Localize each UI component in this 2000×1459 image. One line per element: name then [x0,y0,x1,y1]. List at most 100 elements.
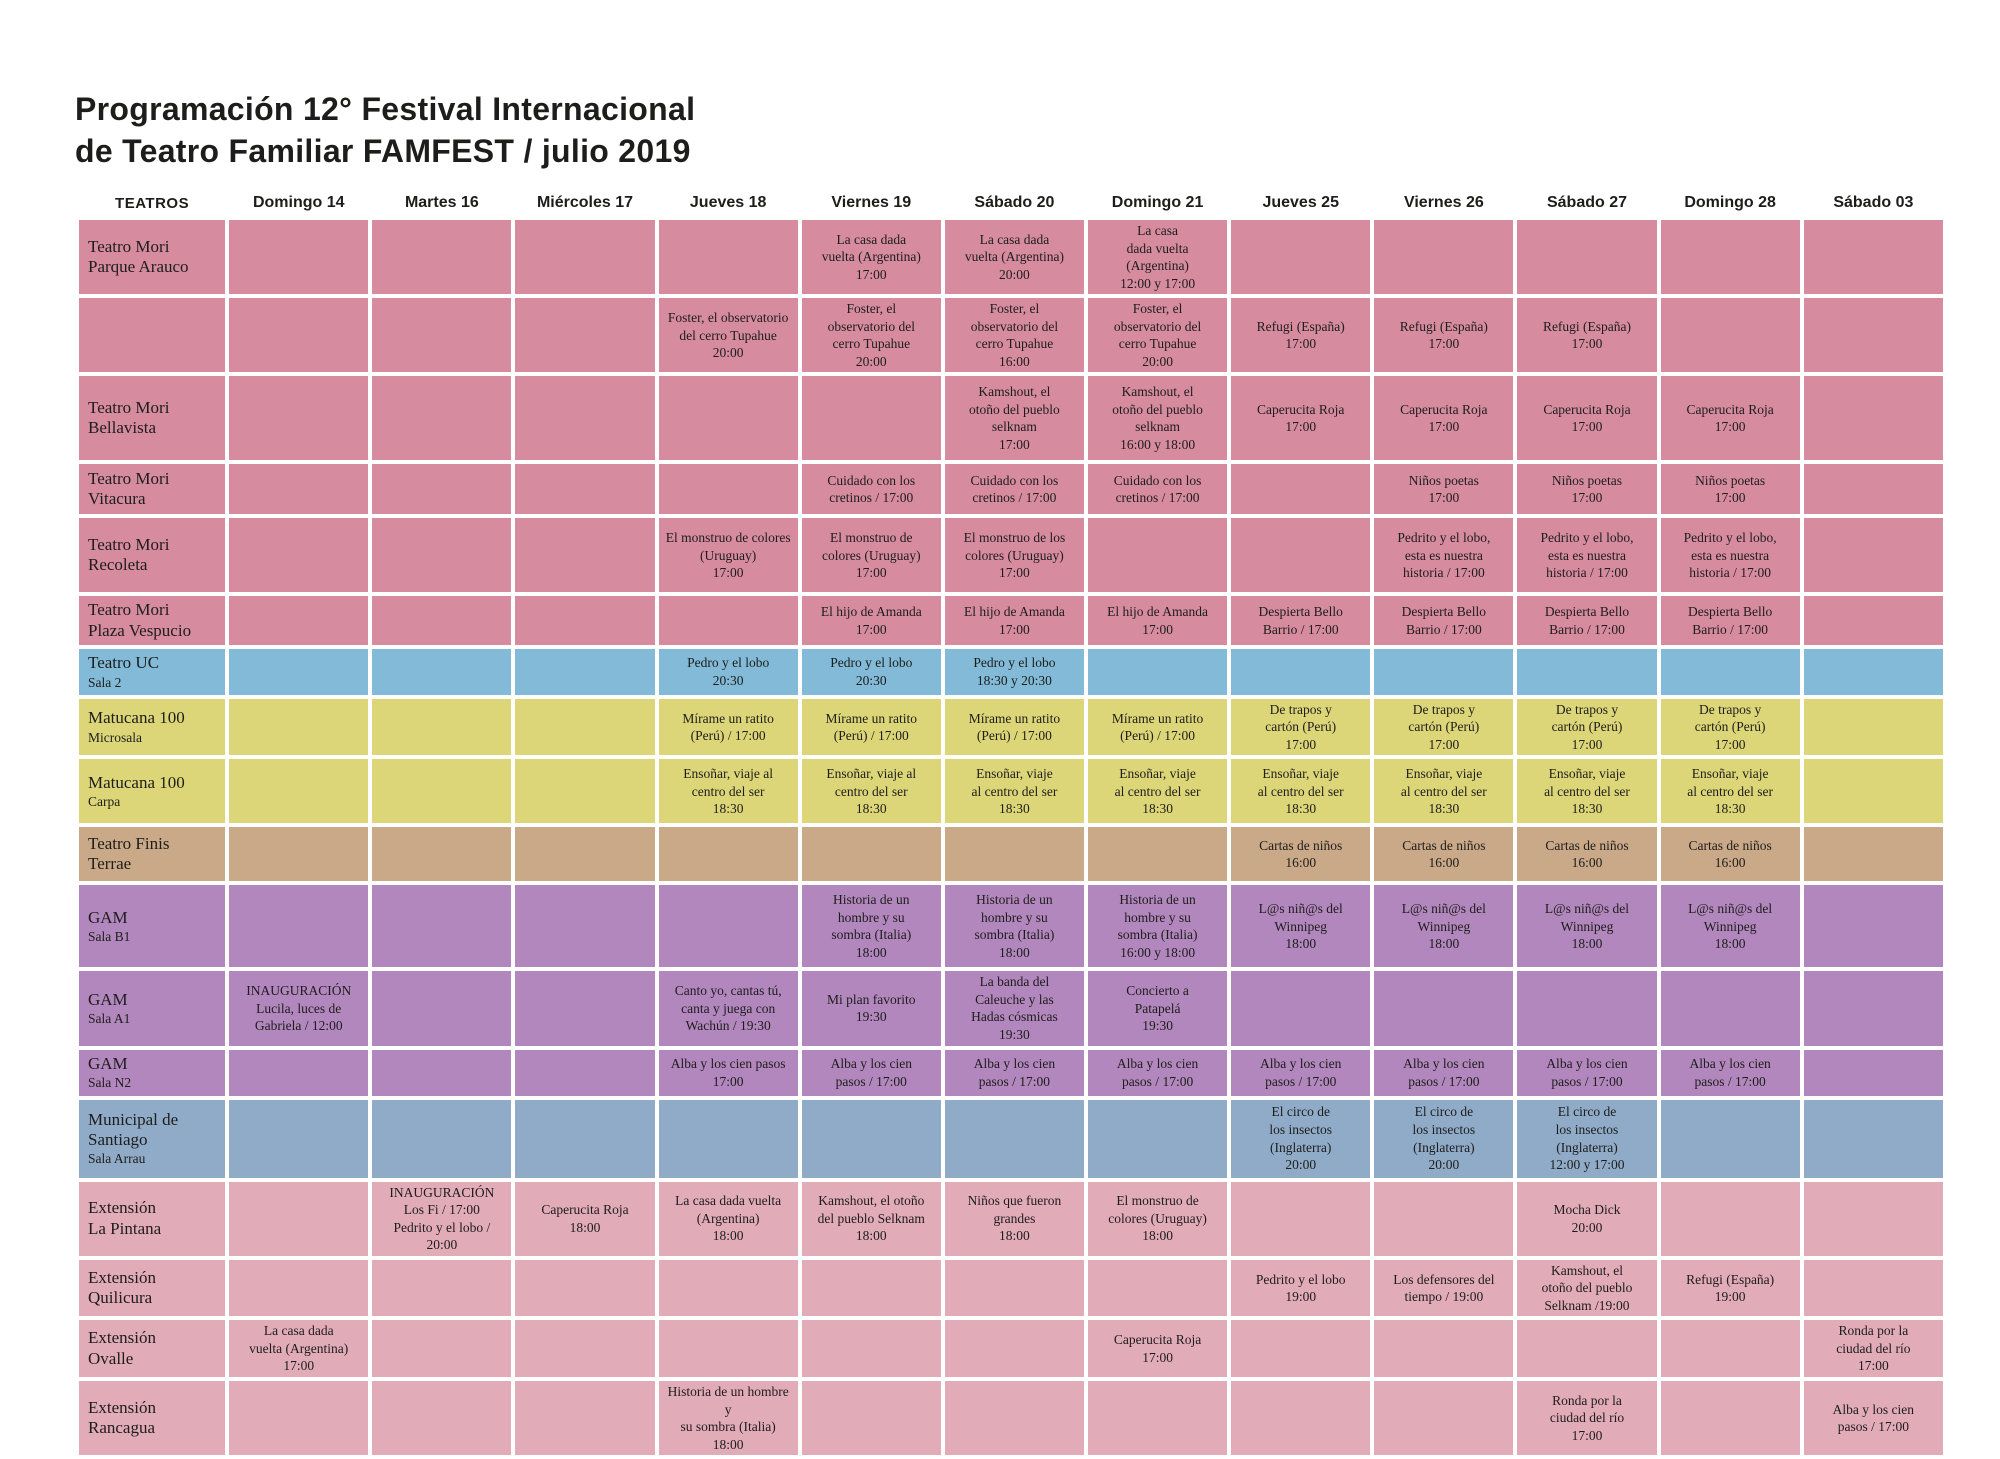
theater-sala: Sala Arrau [88,1151,146,1167]
theater-name: Municipal de Santiago [88,1109,179,1149]
schedule-cell-show: Caperucita Roja 17:00 [1088,1320,1228,1378]
schedule-cell-empty [372,220,512,295]
schedule-cell-empty [229,464,369,515]
schedule-cell-empty [1088,1099,1228,1178]
column-header-date: Jueves 25 [1262,194,1339,211]
schedule-cell-empty [1660,1320,1800,1378]
schedule-cell-empty [944,1320,1084,1378]
schedule-cell-empty [801,827,941,882]
schedule-cell-empty [1517,649,1657,695]
theater-name: GAM [88,989,128,1009]
schedule-cell-empty [229,596,369,646]
schedule-cell-show: Alba y los cien pasos / 17:00 [1517,1049,1657,1096]
theater-sala: Sala A1 [88,1011,131,1027]
schedule-cell-empty [1803,971,1943,1046]
schedule-body: Teatro Mori Parque Arauco La casa dada vu… [79,220,1943,1456]
schedule-cell-show: Canto yo, cantas tú, canta y juega con W… [658,971,798,1046]
schedule-cell-empty [658,1259,798,1317]
theater-row: Extensión Ovalle La casa dada vuelta (Arg… [79,1320,1943,1378]
schedule-cell-show: La casa dada vuelta (Argentina) 17:00 [801,220,941,295]
schedule-cell-empty [1088,1381,1228,1456]
schedule-cell-empty [1660,971,1800,1046]
schedule-cell-empty [372,518,512,593]
schedule-cell-empty [1231,1181,1371,1256]
schedule-cell-empty [229,827,369,882]
schedule-cell-show: La casa dada vuelta (Argentina) 17:00 [229,1320,369,1378]
theater-row: GAM Sala N2 Alba y los cien pasos 17:00 Alb… [79,1049,1943,1096]
schedule-cell-empty [1088,1259,1228,1317]
schedule-cell-show: Pedrito y el lobo 19:00 [1231,1259,1371,1317]
schedule-cell-show: El hijo de Amanda 17:00 [1088,596,1228,646]
theater-row: Foster, el observatorio del cerro Tupahu… [79,298,1943,373]
schedule-cell-empty [1803,220,1943,295]
schedule-cell-show: L@s niñ@s del Winnipeg 18:00 [1374,885,1514,968]
schedule-cell-show: La casa dada vuelta (Argentina) 12:00 y … [1088,220,1228,295]
schedule-cell-empty [944,1099,1084,1178]
schedule-cell-empty [515,1381,655,1456]
schedule-cell-empty [1803,1259,1943,1317]
schedule-cell-show: Refugi (España) 17:00 [1231,298,1371,373]
schedule-cell-show: Concierto a Patapelá 19:30 [1088,971,1228,1046]
schedule-cell-empty [658,1320,798,1378]
schedule-cell-show: Kamshout, el otoño del pueblo Selknam 18… [801,1181,941,1256]
schedule-cell-show: Caperucita Roja 18:00 [515,1181,655,1256]
schedule-cell-empty [372,885,512,968]
schedule-cell-show: INAUGURACIÓN Lucila, luces de Gabriela /… [229,971,369,1046]
theater-name: Extensión Quilicura [88,1267,156,1308]
schedule-cell-empty [1660,1099,1800,1178]
schedule-cell-empty [1660,298,1800,373]
schedule-cell-empty [658,885,798,968]
theater-label: Municipal de Santiago Sala Arrau [79,1099,226,1178]
column-header-date: Sábado 27 [1546,194,1627,211]
schedule-cell-show: Historia de un hombre y su sombra (Itali… [658,1381,798,1456]
column-header-date: Domingo 21 [1111,194,1204,211]
column-header-date: Sábado 20 [974,194,1055,211]
schedule-cell-empty [1517,220,1657,295]
schedule-cell-show: El monstruo de los colores (Uruguay) 17:… [944,518,1084,593]
theater-label: Extensión Ovalle [79,1320,226,1378]
column-header-date: Viernes 26 [1403,194,1484,211]
schedule-cell-empty [1088,518,1228,593]
schedule-cell-empty [229,1381,369,1456]
theater-row: Teatro Mori Recoleta El monstruo de color… [79,518,1943,593]
column-header-date: Martes 16 [404,194,479,211]
theater-name: Teatro Mori Recoleta [88,534,170,575]
theater-name: Extensión Rancagua [88,1397,156,1438]
schedule-cell-show: Pedrito y el lobo, esta es nuestra histo… [1660,518,1800,593]
schedule-cell-empty [515,1320,655,1378]
schedule-cell-show: El monstruo de colores (Uruguay) 17:00 [658,518,798,593]
schedule-cell-empty [801,376,941,461]
theater-row: GAM Sala B1 Historia de un hombre y su som… [79,885,1943,968]
schedule-cell-show: Caperucita Roja 17:00 [1231,376,1371,461]
schedule-cell-show: De trapos y cartón (Perú) 17:00 [1231,698,1371,756]
schedule-cell-empty [1088,827,1228,882]
schedule-cell-show: Historia de un hombre y su sombra (Itali… [944,885,1084,968]
theater-label: GAM Sala N2 [79,1049,226,1096]
schedule-cell-empty [801,1099,941,1178]
schedule-cell-show: Alba y los cien pasos / 17:00 [1088,1049,1228,1096]
schedule-cell-show: Ensoñar, viaje al centro del ser 18:30 [1231,759,1371,824]
schedule-cell-empty [515,698,655,756]
schedule-cell-empty [1231,220,1371,295]
schedule-cell-empty [1803,518,1943,593]
page-title: Programación 12° Festival Internacional … [75,89,695,172]
schedule-cell-show: Mi plan favorito 19:30 [801,971,941,1046]
schedule-cell-empty [1660,220,1800,295]
schedule-cell-show: De trapos y cartón (Perú) 17:00 [1517,698,1657,756]
schedule-cell-empty [515,1259,655,1317]
schedule-cell-empty [658,464,798,515]
schedule-cell-empty [1231,1320,1371,1378]
theater-label: Teatro Mori Plaza Vespucio [79,596,226,646]
schedule-cell-show: Cartas de niños 16:00 [1517,827,1657,882]
schedule-cell-empty [1231,464,1371,515]
column-header-date: Domingo 28 [1684,194,1776,211]
theater-row: Teatro Mori Parque Arauco La casa dada vu… [79,220,1943,295]
schedule-cell-empty [372,698,512,756]
schedule-cell-show: Cartas de niños 16:00 [1374,827,1514,882]
header-row: TEATROS Domingo 14 Martes 16 Miércoles 17 Ju… [79,192,1943,216]
schedule-cell-empty [372,759,512,824]
schedule-cell-show: Pedro y el lobo 20:30 [658,649,798,695]
schedule-cell-empty [515,759,655,824]
theater-label: Extensión Quilicura [79,1259,226,1317]
